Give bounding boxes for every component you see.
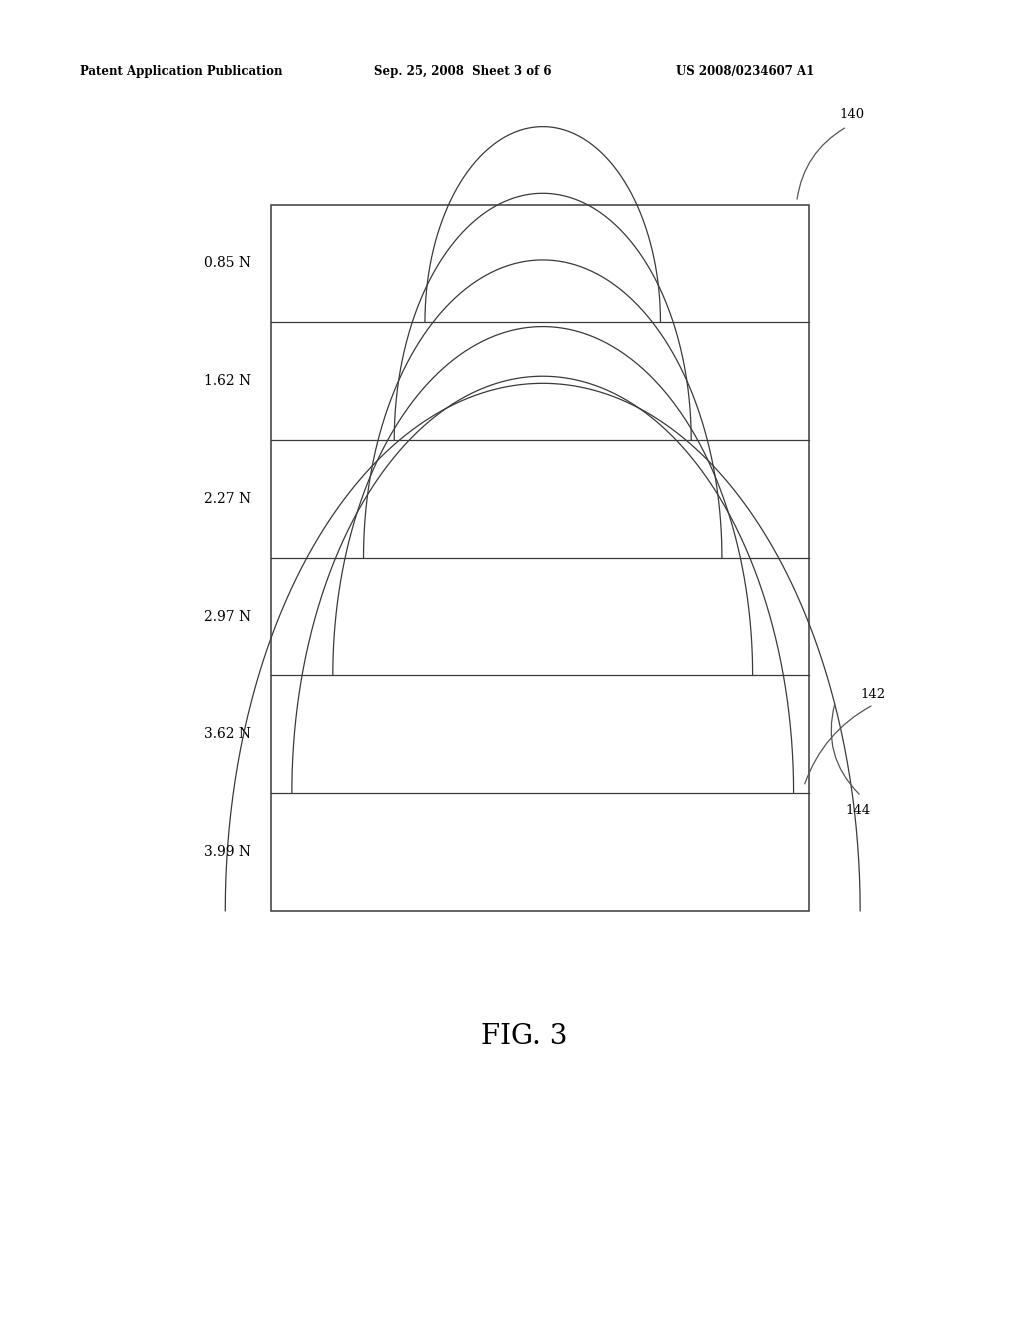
Text: 0.85 N: 0.85 N [204, 256, 251, 271]
Text: 142: 142 [860, 688, 886, 701]
Text: 3.99 N: 3.99 N [204, 845, 251, 859]
Text: Sep. 25, 2008  Sheet 3 of 6: Sep. 25, 2008 Sheet 3 of 6 [374, 65, 551, 78]
Text: 2.27 N: 2.27 N [204, 492, 251, 506]
Text: US 2008/0234607 A1: US 2008/0234607 A1 [676, 65, 814, 78]
Text: Patent Application Publication: Patent Application Publication [80, 65, 283, 78]
Text: 3.62 N: 3.62 N [204, 727, 251, 742]
Text: 2.97 N: 2.97 N [204, 610, 251, 623]
Text: 144: 144 [846, 804, 870, 817]
Text: FIG. 3: FIG. 3 [481, 1023, 567, 1049]
Text: 1.62 N: 1.62 N [204, 374, 251, 388]
Text: 140: 140 [840, 108, 865, 121]
